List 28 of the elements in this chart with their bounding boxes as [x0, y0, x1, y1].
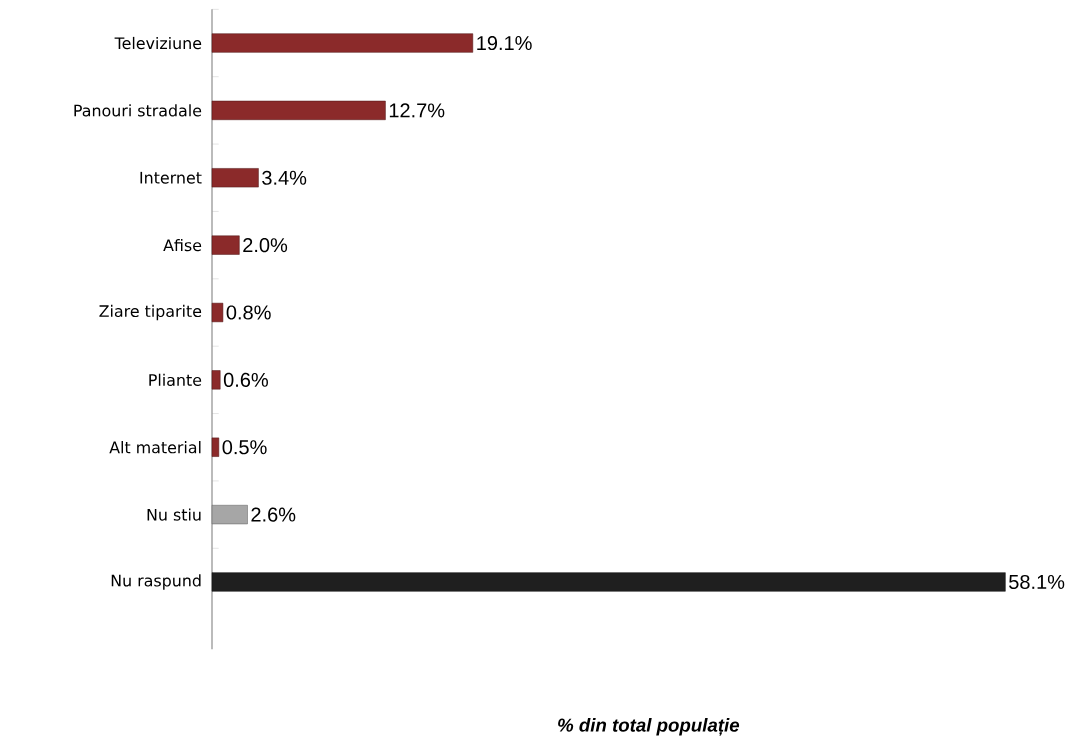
bar: [211, 100, 386, 120]
data-label: 3.4%: [262, 170, 307, 185]
bar: [211, 572, 1006, 592]
data-label: 58.1%: [1009, 574, 1065, 589]
bar: [211, 437, 220, 457]
bar: [211, 235, 240, 255]
bar: [211, 33, 474, 53]
y-tick-label: Afise: [163, 238, 202, 252]
x-axis-title: % din total populație: [558, 717, 740, 736]
y-tick-label: Pliante: [149, 373, 202, 386]
bar: [211, 504, 248, 525]
y-tick-label: Ziare tiparite: [99, 304, 202, 321]
bar: [211, 168, 259, 188]
y-tick-label: Nu raspund: [111, 574, 201, 590]
data-label: 19.1%: [477, 35, 532, 51]
y-tick-label: Televiziune: [114, 36, 202, 50]
data-label: 0.8%: [226, 305, 271, 320]
bar: [211, 302, 224, 323]
data-label: 0.6%: [223, 372, 268, 387]
y-tick-label: Panouri stradale: [74, 104, 202, 117]
data-label: 0.5%: [222, 440, 267, 455]
y-tick-label: Nu stiu: [147, 508, 201, 521]
y-tick-label: Internet: [140, 171, 202, 184]
data-label: 12.7%: [389, 103, 445, 118]
y-tick-label: Alt material: [109, 441, 201, 454]
data-label: 2.6%: [251, 507, 296, 522]
bar: [211, 370, 221, 390]
data-label: 2.0%: [243, 237, 288, 253]
